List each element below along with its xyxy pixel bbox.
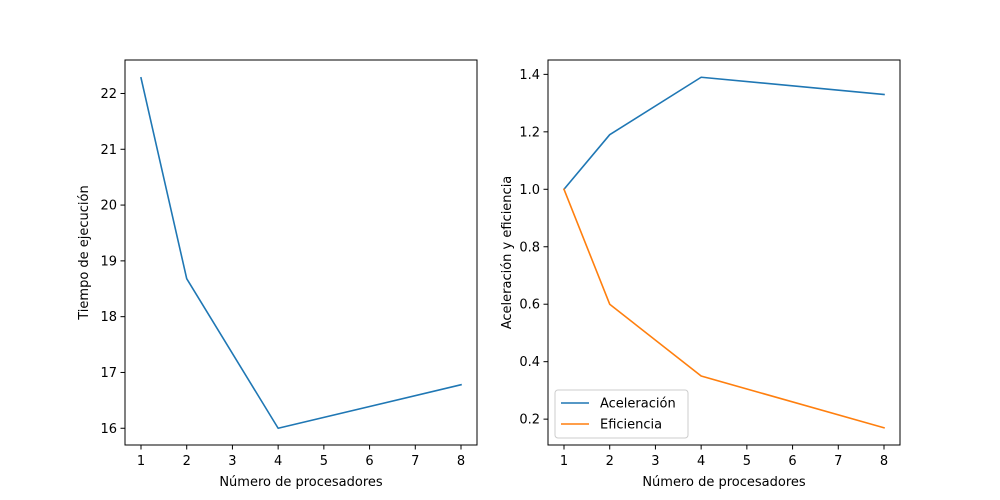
- y-tick-label: 21: [100, 143, 117, 158]
- y-tick-label: 1.2: [519, 125, 540, 140]
- x-tick-label: 5: [743, 454, 751, 469]
- series-line-1: [140, 76, 462, 430]
- legend-label: Eficiencia: [600, 418, 662, 433]
- y-tick-label: 0.2: [519, 413, 540, 428]
- x-tick-label: 5: [320, 454, 328, 469]
- y-tick-label: 19: [100, 254, 117, 269]
- legend: Aceleración Eficiencia: [554, 389, 689, 439]
- axes-frame: [124, 59, 478, 446]
- x-tick-label: 4: [697, 454, 705, 469]
- x-tick-label: 2: [606, 454, 614, 469]
- y-tick-label: 18: [100, 310, 117, 325]
- series-line-aceleraci-n: [562, 76, 885, 191]
- x-tick-label: 4: [274, 454, 282, 469]
- y-tick-label: 1.4: [519, 68, 540, 83]
- y-tick-label: 1.0: [519, 183, 540, 198]
- execution-time-plot: 1 2 3 4 5 6 7 8 16 17 18 19 20 21 22 Número de procesad…: [77, 59, 478, 490]
- x-tick-label: 3: [228, 454, 236, 469]
- x-tick-label: 2: [183, 454, 191, 469]
- legend-box: [554, 389, 689, 439]
- x-tick-label: 1: [560, 454, 568, 469]
- y-tick-label: 0.8: [519, 240, 540, 255]
- x-tick-label: 3: [651, 454, 659, 469]
- x-tick-label: 7: [834, 454, 842, 469]
- x-axis-label: Número de procesadores: [219, 475, 383, 490]
- legend-label: Aceleración: [600, 397, 676, 412]
- y-axis-label: Aceleración y eficiencia: [500, 176, 515, 330]
- y-tick-label: 20: [100, 199, 117, 214]
- x-tick-label: 7: [411, 454, 419, 469]
- y-tick-label: 22: [100, 87, 117, 102]
- x-tick-label: 1: [137, 454, 145, 469]
- x-tick-label: 8: [880, 454, 888, 469]
- series-line-eficiencia: [562, 188, 885, 429]
- speedup-efficiency-plot: 1 2 3 4 5 6 7 8 0.2 0.4 0.6 0.8 1.0 1.2 1.4 Número de p…: [500, 59, 901, 490]
- x-tick-label: 6: [365, 454, 373, 469]
- y-tick-label: 0.4: [519, 355, 540, 370]
- x-axis-label: Número de procesadores: [642, 475, 806, 490]
- y-tick-label: 17: [100, 366, 117, 381]
- x-tick-label: 8: [457, 454, 465, 469]
- y-axis-label: Tiempo de ejecución: [77, 185, 92, 320]
- axes-frame: [547, 59, 901, 446]
- x-tick-label: 6: [788, 454, 796, 469]
- y-tick-label: 0.6: [519, 298, 540, 313]
- y-tick-label: 16: [100, 422, 117, 437]
